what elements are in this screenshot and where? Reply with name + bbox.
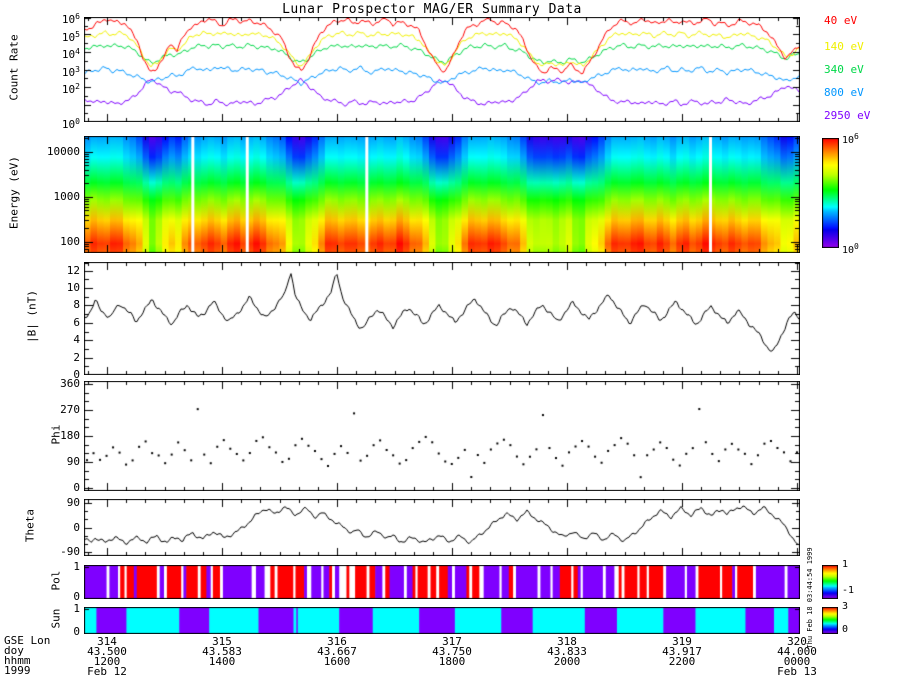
phi-ytick-90: 90 (66, 455, 80, 469)
xaxis-value-hhmm-0: 1200 (93, 655, 121, 668)
xaxis-value-hhmm-4: 2000 (553, 655, 581, 668)
xaxis-value-doy-2: 43.667 (317, 645, 357, 658)
xaxis-caption-doy: doy (4, 644, 24, 657)
xaxis-caption-year: 1999 (4, 664, 31, 677)
phi-ytick-180: 180 (60, 429, 80, 442)
count-rate-plot (84, 17, 800, 122)
count-rate-axis-label: Count Rate (7, 34, 21, 101)
xaxis-value-gse-lon-5: 319 (672, 635, 692, 648)
xaxis-value-doy-0: 43.500 (87, 645, 127, 658)
xaxis-value-hhmm-1: 1400 (208, 655, 236, 668)
xaxis-caption-hhmm: hhmm (4, 654, 31, 667)
legend-item-40ev: 40 eV (824, 14, 858, 27)
sun-colorbar (822, 607, 838, 634)
xaxis-value-doy-6: 44.000 (777, 645, 817, 658)
sun-colorbar-max-label: 3 (842, 601, 849, 612)
bmag-ytick-0: 0 (73, 368, 80, 381)
theta-ytick-90: 90 (66, 496, 80, 510)
xaxis-value-gse-lon-0: 314 (97, 635, 117, 648)
energy-ytick-1000: 1000 (53, 189, 81, 203)
bmag-plot (84, 262, 800, 375)
xaxis-value-gse-lon-1: 315 (212, 635, 232, 648)
pol-colorbar-min-label: -1 (842, 585, 855, 596)
legend-item-340ev: 340 eV (824, 63, 864, 76)
energy-spectrogram-plot (84, 136, 800, 253)
count-rate-ytick-6: 106 (61, 12, 80, 26)
phi-ytick-270: 270 (60, 402, 80, 416)
count-rate-ytick-3: 103 (61, 64, 80, 79)
bmag-ytick-6: 6 (73, 315, 80, 329)
spectrogram-colorbar-min-label: 100 (842, 242, 859, 256)
spectrogram-colorbar-max-label: 106 (842, 132, 859, 146)
xaxis-value-hhmm-6: 0000 (783, 655, 811, 668)
page-title: Lunar Prospector MAG/ER Summary Data (282, 2, 582, 17)
pol-strip-plot (84, 565, 800, 599)
phi-plot (84, 381, 800, 491)
energy-axis-label: Energy (eV) (7, 156, 21, 229)
xaxis-value-doy-3: 43.750 (432, 645, 472, 658)
pol-ytick-1: 1 (73, 560, 80, 573)
sun-ytick-0: 0 (73, 625, 80, 638)
bmag-ytick-12: 12 (66, 263, 80, 277)
theta-ytick-0: 0 (73, 520, 80, 534)
energy-ytick-10000: 10000 (46, 144, 80, 158)
count-rate-ytick-0: 100 (61, 117, 80, 131)
energy-ytick-100: 100 (60, 234, 80, 248)
pol-ytick-0: 0 (73, 590, 80, 603)
legend-item-140ev: 140 eV (824, 40, 864, 53)
xaxis-value-gse-lon-2: 316 (327, 635, 347, 648)
xaxis-value-gse-lon-3: 317 (442, 635, 462, 648)
count-rate-ytick-2: 102 (61, 82, 80, 96)
count-rate-ytick-4: 104 (61, 47, 80, 61)
count-rate-ytick-5: 105 (61, 29, 80, 44)
legend-item-800ev: 800 eV (824, 86, 864, 99)
sun-axis-label: Sun (49, 608, 63, 629)
theta-ytick--90: -90 (60, 544, 80, 558)
xaxis-value-hhmm-3: 1800 (438, 655, 466, 668)
legend-item-2950ev: 2950 eV (824, 109, 871, 122)
xaxis-value-1999-0: Feb 12 (87, 665, 127, 678)
theta-plot (84, 499, 800, 556)
pol-colorbar (822, 565, 838, 599)
xaxis-value-gse-lon-4: 318 (557, 635, 577, 648)
xaxis-value-doy-1: 43.583 (202, 645, 242, 658)
pol-colorbar-max-label: 1 (842, 559, 849, 570)
bmag-ytick-4: 4 (73, 333, 80, 347)
xaxis-value-hhmm-5: 2200 (668, 655, 696, 668)
bmag-ytick-8: 8 (73, 298, 80, 312)
xaxis-value-gse-lon-6: 320 (787, 635, 807, 648)
xaxis-value-1999-6: Feb 13 (777, 665, 817, 678)
spectrogram-colorbar (822, 138, 839, 248)
sun-colorbar-min-label: 0 (842, 624, 849, 635)
phi-ytick-360: 360 (60, 376, 80, 390)
phi-ytick-0: 0 (73, 481, 80, 495)
xaxis-value-doy-5: 43.917 (662, 645, 702, 658)
bmag-ytick-10: 10 (66, 281, 80, 295)
xaxis-value-doy-4: 43.833 (547, 645, 587, 658)
sun-strip-plot (84, 607, 800, 634)
xaxis-value-hhmm-2: 1600 (323, 655, 351, 668)
sun-ytick-1: 1 (73, 602, 80, 615)
bmag-ytick-2: 2 (73, 350, 80, 364)
xaxis-caption-gse-lon: GSE Lon (4, 634, 51, 647)
